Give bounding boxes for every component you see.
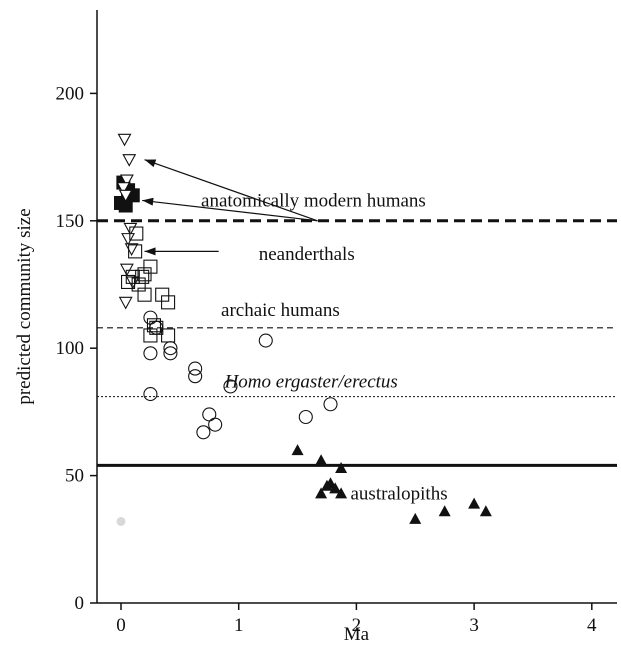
- point-open-square: [143, 259, 158, 274]
- point-open-triangle-down: [122, 154, 137, 167]
- arrowhead: [144, 247, 156, 256]
- point-open-circle: [163, 346, 178, 361]
- y-tick-label: 200: [56, 83, 85, 104]
- x-tick-label: 1: [234, 615, 244, 636]
- point-open-circle: [258, 333, 273, 348]
- arrowhead: [144, 159, 157, 168]
- y-tick-label: 0: [75, 593, 85, 614]
- y-tick-label: 50: [65, 466, 84, 487]
- point-filled-triangle-up: [320, 479, 333, 491]
- x-tick-label: 4: [587, 615, 597, 636]
- point-open-square: [125, 269, 140, 284]
- point-filled-triangle-up: [315, 454, 328, 466]
- point-filled-triangle-up: [468, 497, 481, 509]
- annotation-arrows: [142, 159, 318, 256]
- point-open-triangle-down: [117, 133, 132, 147]
- point-open-square: [129, 226, 144, 241]
- point-filled-triangle-up: [438, 505, 451, 517]
- point-open-square: [146, 318, 162, 333]
- point-open-square: [128, 244, 143, 259]
- point-filled-triangle-up: [409, 512, 422, 524]
- axes: 0 50 100 150 200 0 1 2 3 4: [56, 10, 617, 636]
- point-open-circle: [163, 341, 178, 356]
- point-open-triangle-down: [124, 243, 139, 256]
- point-filled-triangle-up: [291, 444, 304, 456]
- annotation-label: anatomically modern humans: [201, 190, 426, 211]
- point-open-circle: [196, 425, 211, 440]
- annotation-label: neanderthals: [259, 244, 355, 265]
- point-open-triangle-down: [119, 263, 134, 277]
- point-open-circle: [143, 310, 158, 325]
- point-open-circle: [298, 409, 313, 425]
- point-open-circle: [202, 407, 217, 422]
- point-open-triangle-down: [118, 296, 133, 310]
- point-filled-triangle-up: [329, 482, 342, 494]
- point-open-triangle-down: [123, 222, 138, 236]
- point-filled-triangle-up: [479, 505, 492, 517]
- data-points: [114, 133, 492, 526]
- point-open-square: [137, 267, 152, 282]
- point-open-circle: [323, 397, 338, 412]
- y-ticks: 0 50 100 150 200: [56, 83, 97, 614]
- annotations: anatomically modern humans neanderthals ar…: [201, 190, 448, 504]
- point-open-triangle-down: [125, 276, 140, 290]
- y-tick-label: 100: [56, 338, 85, 359]
- annotation-label: australopiths: [351, 483, 448, 504]
- point-filled-triangle-up: [335, 461, 348, 473]
- point-open-square: [161, 328, 176, 343]
- annotation-label: Homo ergaster/erectus: [224, 371, 398, 392]
- point-open-circle: [208, 417, 223, 432]
- point-open-triangle-down: [121, 233, 135, 246]
- point-filled-triangle-up: [315, 487, 328, 499]
- point-open-circle: [188, 361, 203, 376]
- point-open-circle: [188, 369, 203, 384]
- annotation-arrow-line: [142, 199, 318, 222]
- point-filled-square: [118, 198, 133, 213]
- point-open-square: [131, 277, 146, 292]
- x-axis-label: Ma: [344, 624, 370, 645]
- x-tick-label: 2: [352, 615, 362, 636]
- annotation-arrow-line: [144, 159, 318, 222]
- x-ticks: 0 1 2 3 4: [116, 603, 597, 636]
- y-axis-label: predicted community size: [14, 208, 35, 404]
- point-open-square: [121, 274, 136, 290]
- point-open-triangle-down: [118, 189, 133, 203]
- point-open-circle: [223, 379, 238, 394]
- annotation-label: archaic humans: [221, 300, 340, 321]
- point-open-triangle-down: [119, 174, 134, 188]
- point-open-square: [137, 287, 152, 302]
- point-open-circle: [143, 346, 158, 361]
- point-open-square: [155, 287, 170, 302]
- x-tick-label: 3: [469, 615, 479, 636]
- reference-lines: [97, 219, 617, 467]
- point-open-triangle-down: [116, 182, 131, 195]
- arrowhead: [142, 197, 154, 206]
- point-light-grey-dot: [116, 516, 126, 526]
- x-tick-label: 0: [116, 615, 126, 636]
- point-open-circle: [149, 320, 164, 335]
- point-open-square: [135, 269, 150, 284]
- point-filled-triangle-up: [335, 487, 348, 499]
- point-open-square: [161, 295, 176, 310]
- y-tick-label: 150: [56, 211, 85, 232]
- point-open-circle: [143, 387, 158, 402]
